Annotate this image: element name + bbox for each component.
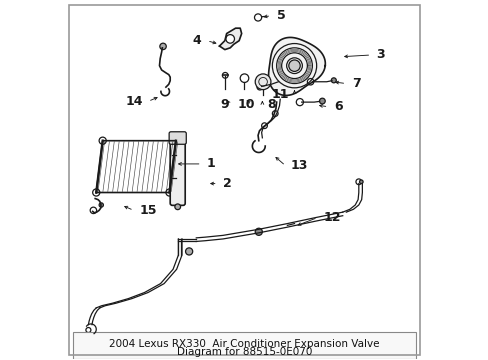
Text: 3: 3 [376, 49, 385, 62]
Circle shape [160, 43, 166, 50]
Circle shape [261, 123, 267, 129]
Text: 9: 9 [220, 99, 229, 112]
Circle shape [240, 74, 248, 82]
Circle shape [331, 78, 336, 83]
Circle shape [296, 99, 303, 106]
Text: 11: 11 [271, 88, 288, 101]
Text: 2004 Lexus RX330  Air Conditioner Expansion Valve: 2004 Lexus RX330 Air Conditioner Expansi… [109, 339, 379, 349]
Text: 10: 10 [237, 99, 255, 112]
Text: 14: 14 [125, 95, 142, 108]
Circle shape [355, 179, 361, 185]
Text: 5: 5 [276, 9, 285, 22]
Text: 2: 2 [223, 177, 231, 190]
Text: 4: 4 [192, 34, 201, 47]
Circle shape [255, 74, 270, 90]
Polygon shape [219, 28, 241, 50]
Text: 12: 12 [323, 211, 340, 224]
Circle shape [254, 14, 261, 21]
Circle shape [359, 180, 363, 184]
Circle shape [307, 78, 313, 85]
Circle shape [99, 203, 103, 207]
Text: 6: 6 [333, 100, 342, 113]
FancyBboxPatch shape [169, 132, 186, 144]
Circle shape [175, 204, 180, 210]
Circle shape [272, 111, 278, 116]
Circle shape [172, 137, 179, 144]
Text: 8: 8 [267, 99, 276, 112]
Bar [73, 332, 415, 359]
Circle shape [319, 98, 325, 104]
Circle shape [86, 328, 91, 333]
Polygon shape [268, 37, 325, 95]
FancyBboxPatch shape [170, 135, 185, 205]
Circle shape [165, 189, 173, 196]
Circle shape [99, 137, 106, 144]
Circle shape [255, 228, 262, 235]
Text: 1: 1 [206, 157, 215, 170]
Circle shape [185, 248, 192, 255]
Text: Diagram for 88515-0E070: Diagram for 88515-0E070 [177, 347, 311, 357]
Circle shape [93, 189, 100, 196]
Circle shape [90, 207, 97, 213]
Circle shape [288, 60, 300, 71]
Circle shape [225, 35, 234, 43]
Text: 13: 13 [290, 159, 307, 172]
Text: 15: 15 [139, 204, 156, 217]
Text: 7: 7 [351, 77, 360, 90]
Circle shape [222, 72, 227, 78]
Circle shape [257, 84, 262, 90]
